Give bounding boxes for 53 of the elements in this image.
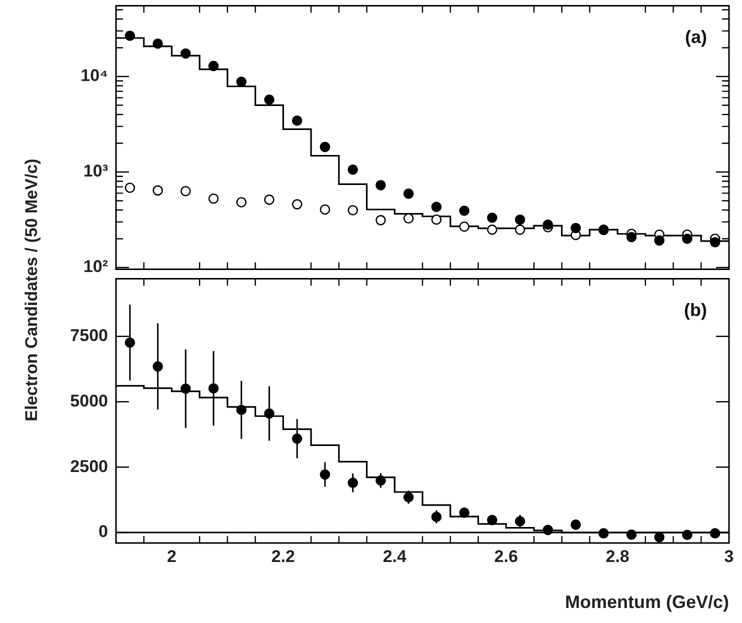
- point: [376, 180, 386, 190]
- y-tick-label: 10²: [83, 257, 108, 276]
- point: [710, 237, 720, 248]
- point: [626, 232, 637, 242]
- point: [459, 221, 470, 232]
- point: [403, 188, 414, 199]
- y-tick-label: 10³: [83, 162, 108, 181]
- x-tick-label: 2.6: [494, 546, 518, 566]
- point: [682, 234, 692, 244]
- annotation: (b): [684, 300, 708, 320]
- point: [431, 214, 442, 225]
- point: [236, 76, 247, 87]
- point: [542, 220, 554, 230]
- point: [348, 205, 358, 216]
- x-tick-label: 2.4: [382, 546, 407, 566]
- point: [208, 194, 219, 204]
- point: [264, 194, 274, 205]
- point: [124, 30, 136, 41]
- y-tick-label: 2500: [70, 456, 108, 476]
- x-tick-label: 2.2: [271, 546, 295, 566]
- x-tick-label: 3: [724, 546, 734, 566]
- point: [320, 204, 330, 215]
- point: [348, 164, 358, 175]
- point: [431, 202, 442, 212]
- point: [152, 185, 163, 196]
- point: [152, 38, 163, 49]
- point: [487, 212, 498, 223]
- y-axis-title: Electron Candidates / (50 MeV/c): [22, 158, 42, 422]
- y-tick-label: 5000: [70, 391, 108, 410]
- point: [514, 224, 526, 235]
- point: [180, 48, 191, 59]
- y-tick-label: 7500: [70, 326, 108, 346]
- point: [403, 213, 414, 224]
- point: [180, 186, 191, 196]
- point: [376, 215, 386, 226]
- point: [124, 182, 136, 193]
- point: [654, 235, 664, 246]
- point: [570, 222, 581, 234]
- x-axis-title: Momentum (GeV/c): [564, 592, 729, 613]
- point: [487, 224, 498, 235]
- point: [236, 197, 247, 208]
- point: [514, 214, 526, 225]
- y-tick-label: 0: [98, 522, 108, 542]
- point: [459, 206, 470, 216]
- point: [208, 60, 219, 72]
- point: [320, 142, 330, 152]
- annotation: (a): [685, 26, 708, 47]
- x-tick-label: 2.8: [606, 546, 630, 566]
- point: [264, 94, 274, 105]
- y-tick-label: 10⁴: [80, 66, 108, 86]
- point: [292, 199, 302, 210]
- x-tick-label: 2: [166, 546, 176, 566]
- point: [292, 115, 302, 126]
